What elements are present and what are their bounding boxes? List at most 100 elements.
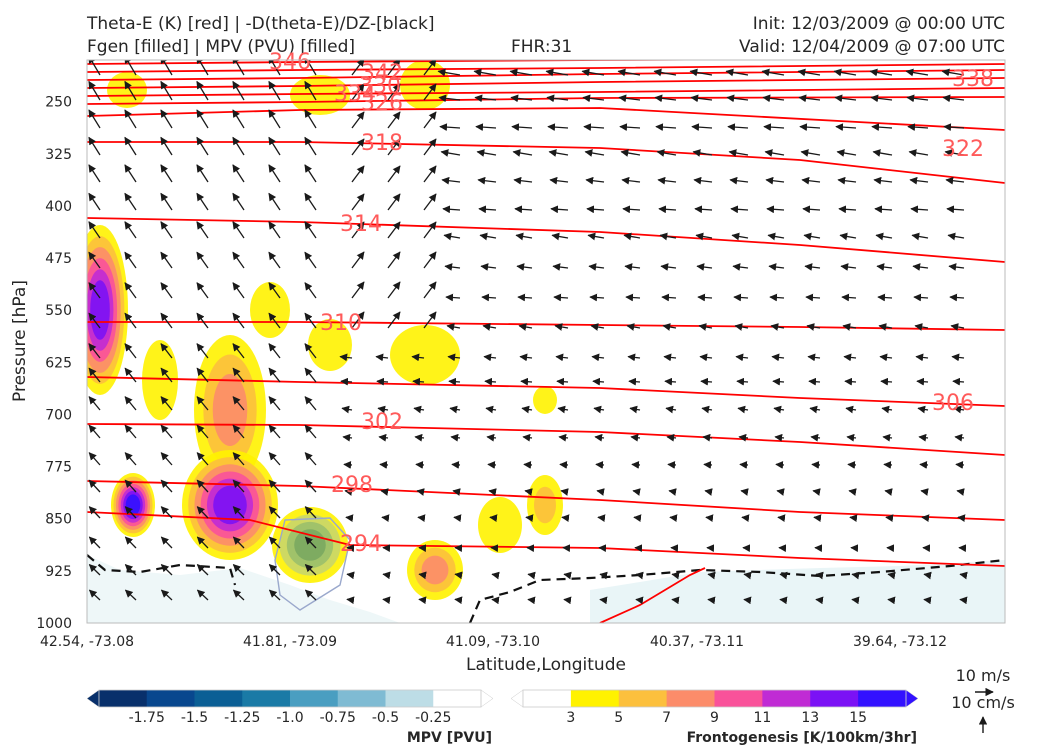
circulation-vector (124, 396, 137, 411)
frontogenesis-fill (125, 494, 141, 516)
circulation-vector (304, 80, 317, 101)
circulation-vector (871, 123, 893, 131)
circulation-vector (671, 571, 680, 580)
frontogenesis-fill (107, 72, 147, 108)
circulation-vector (763, 123, 785, 131)
y-tick-label: 400 (45, 199, 72, 215)
circulation-vector (705, 514, 714, 522)
circulation-vector (833, 68, 857, 77)
circulation-vector (873, 176, 893, 185)
circulation-vector (908, 149, 929, 157)
circulation-vector (589, 293, 605, 302)
colorbar-extension (510, 689, 524, 708)
filled-contours (87, 60, 1005, 623)
circulation-vector (515, 232, 533, 241)
circulation-vector (767, 232, 785, 241)
circulation-vector (160, 221, 173, 239)
circulation-vector (764, 149, 785, 157)
circulation-vector (923, 596, 932, 605)
plot-frame (86, 59, 1006, 624)
circulation-vector (351, 165, 365, 183)
circulation-vector (441, 176, 461, 185)
circulation-vector (423, 111, 437, 129)
circulation-vector (804, 263, 821, 271)
circulation-vector (807, 353, 821, 362)
circulation-vector (774, 433, 785, 442)
frontogenesis-fill (90, 280, 110, 340)
colorbar-segment (618, 690, 668, 707)
circulation-vector (921, 514, 930, 522)
colorbar-segment (194, 690, 243, 707)
colorbar-segment (858, 690, 907, 707)
circulation-vector (844, 377, 857, 386)
circulation-vector (699, 353, 713, 362)
circulation-vector (304, 589, 317, 601)
circulation-vector (948, 263, 965, 271)
circulation-vector (920, 488, 929, 496)
circulation-vector (593, 405, 605, 414)
theta-e-label: 346 (269, 50, 311, 75)
circulation-vector (770, 323, 785, 331)
circulation-vector (584, 149, 605, 157)
circulation-vector (522, 433, 533, 442)
circulation-vector (625, 293, 641, 302)
circulation-vector (232, 367, 245, 383)
colorbar-segment (99, 690, 148, 707)
circulation-vector (799, 123, 821, 131)
circulation-vector (160, 312, 173, 329)
circulation-vector (160, 80, 173, 101)
circulation-vector (548, 149, 569, 157)
circulation-vector (837, 176, 857, 185)
theta-e-label: 298 (331, 473, 373, 498)
circulation-vector (520, 377, 533, 386)
circulation-vector (668, 488, 677, 496)
circulation-vector (443, 232, 461, 241)
circulation-vector (387, 165, 401, 183)
circulation-vector (905, 68, 929, 77)
circulation-vector (914, 323, 929, 331)
circulation-vector (268, 479, 281, 493)
circulation-vector (549, 176, 569, 185)
circulation-vector (232, 164, 245, 183)
circulation-vector (268, 251, 281, 269)
circulation-vector (351, 83, 365, 101)
circulation-vector (340, 377, 353, 386)
circulation-vector (514, 205, 533, 214)
colorbar-tick-label: -0.25 (415, 710, 451, 726)
circulation-vector (342, 433, 353, 442)
circulation-vector (834, 94, 857, 103)
circulation-vector (689, 68, 713, 77)
circulation-vector (351, 281, 365, 299)
circulation-vector (693, 176, 713, 185)
colorbar-tick-label: 7 (662, 710, 671, 726)
circulation-vector (232, 424, 245, 439)
circulation-vector (88, 564, 101, 576)
circulation-vector (769, 293, 785, 302)
circulation-vector (656, 149, 677, 157)
circulation-vector (737, 405, 749, 414)
circulation-vector (232, 536, 245, 549)
circulation-vector (346, 596, 355, 605)
circulation-vector (351, 111, 365, 129)
circulation-vector (879, 353, 893, 362)
circulation-vector (798, 94, 821, 103)
circulation-vector (232, 80, 245, 101)
circulation-vector (691, 123, 713, 131)
circulation-vector (560, 488, 569, 496)
circulation-vector (268, 424, 281, 439)
circulation-vector (160, 506, 173, 519)
circulation-vector (160, 452, 173, 466)
circulation-vector (590, 323, 605, 331)
circulation-vector (877, 293, 893, 302)
circulation-vector (661, 293, 677, 302)
circulation-vector (703, 461, 713, 469)
frontogenesis-fill (478, 497, 522, 553)
circulation-vector (160, 109, 173, 129)
circulation-vector (387, 193, 401, 211)
circulation-vector (88, 60, 101, 76)
circulation-vector (124, 424, 137, 439)
colorbar-frame (98, 689, 482, 708)
colorbar-segment (337, 690, 386, 707)
vector-key: 10 m/s 10 cm/s (951, 666, 1015, 733)
circulation-vector (304, 221, 317, 239)
